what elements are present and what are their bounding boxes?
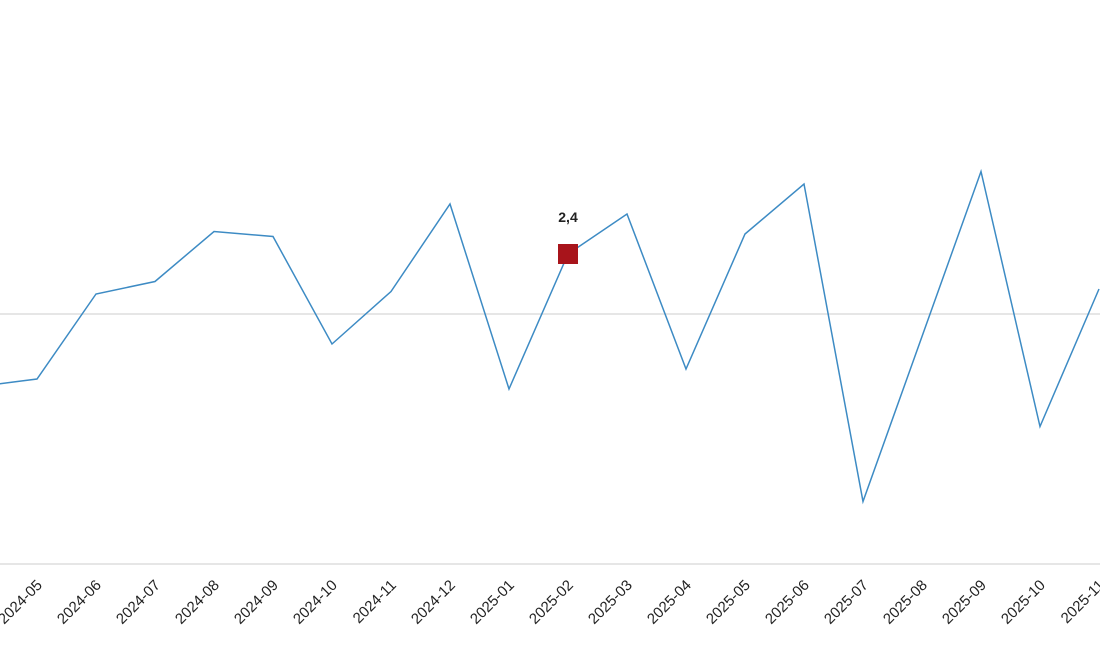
x-tick-label: 2025-02: [526, 577, 577, 628]
x-tick-label: 2025-04: [644, 577, 695, 628]
x-tick-label: 2025-11: [1058, 577, 1100, 627]
x-tick-label: 2025-07: [821, 577, 872, 628]
x-tick-label: 2025-08: [880, 577, 931, 628]
x-tick-label: 2025-09: [939, 577, 990, 628]
x-tick-label: 2024-11: [350, 577, 400, 627]
x-tick-label: 2025-01: [467, 577, 518, 628]
x-tick-label: 2024-06: [54, 577, 105, 628]
value-label: 2,4: [558, 209, 578, 225]
highlight-marker: [558, 244, 578, 264]
x-tick-label: 2025-03: [585, 577, 636, 628]
x-tick-label: 2024-09: [231, 577, 282, 628]
x-tick-label: 2024-07: [113, 577, 164, 628]
x-tick-label: 2024-05: [0, 577, 46, 628]
x-tick-label: 2024-08: [172, 577, 223, 628]
x-tick-label: 2024-10: [290, 577, 341, 628]
x-tick-label: 2024-12: [408, 577, 459, 628]
x-tick-label: 2025-06: [762, 577, 813, 628]
x-tick-label: 2025-05: [703, 577, 754, 628]
x-tick-label: 2025-10: [998, 577, 1049, 628]
data-line: [0, 168, 1100, 505]
